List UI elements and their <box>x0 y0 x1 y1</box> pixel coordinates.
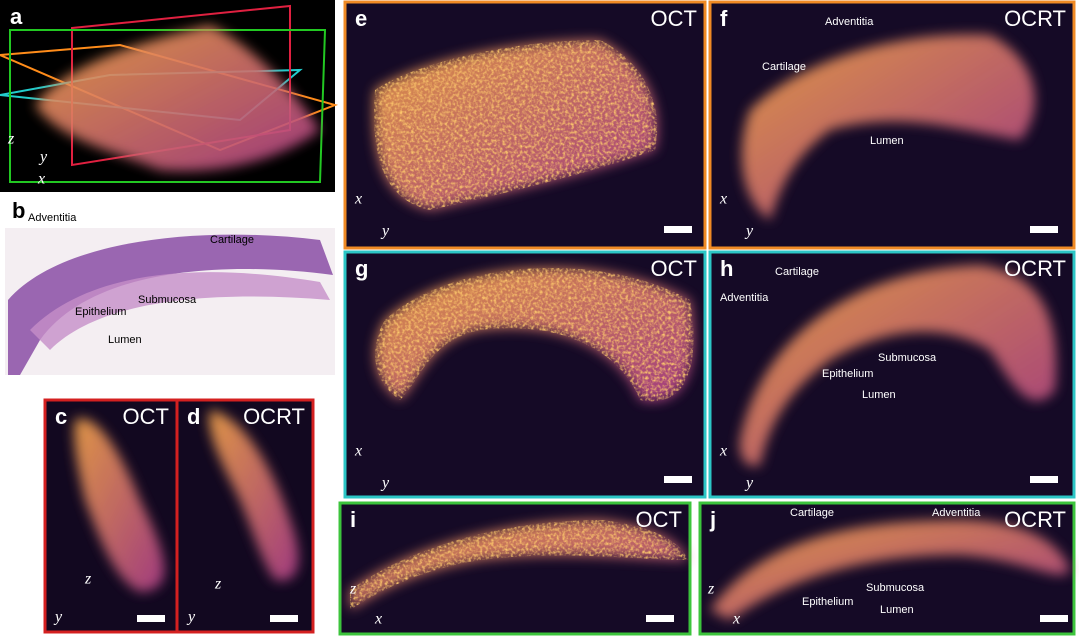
panel: h OCRT Cartilage Adventitia Submucosa Epithel… <box>708 250 1076 499</box>
panel: f OCRT Adventitia Cartilage Lumen xy <box>708 0 1076 250</box>
modality-label: OCRT <box>243 404 305 429</box>
annotation: Epithelium <box>822 368 873 380</box>
axis-label: x <box>374 611 382 628</box>
panel-letter: j <box>709 507 716 532</box>
annotation: Submucosa <box>866 582 925 594</box>
annotation: Adventitia <box>28 212 77 224</box>
scale-bar <box>646 615 674 622</box>
scale-bar <box>664 226 692 233</box>
tissue-inner <box>30 272 330 350</box>
panel-image <box>175 398 315 634</box>
annotation: Cartilage <box>775 266 819 278</box>
panel-letter: e <box>355 6 367 31</box>
axis-label: x <box>37 171 45 188</box>
axis-label: x <box>354 191 362 208</box>
tissue-ring <box>8 234 333 375</box>
modality-label: OCT <box>123 404 169 429</box>
axis-label: x <box>719 191 727 208</box>
axis-label: y <box>380 223 390 240</box>
axis-label: z <box>7 131 15 148</box>
axis-label: x <box>354 443 362 460</box>
panel-image <box>43 398 179 634</box>
axis-label: y <box>53 609 63 626</box>
annotation: Submucosa <box>138 294 197 306</box>
annotation: Submucosa <box>878 352 937 364</box>
annotation: Cartilage <box>790 507 834 519</box>
annotation: Adventitia <box>720 292 769 304</box>
axis-label: y <box>744 475 754 492</box>
annotation: Lumen <box>108 334 142 346</box>
panel-letter: c <box>55 404 67 429</box>
axis-label: z <box>707 581 715 598</box>
panel: b Adventitia Cartilage Submucosa Epithelium L… <box>5 198 335 375</box>
panel: e OCT x y <box>343 0 707 250</box>
annotation: Lumen <box>870 135 904 147</box>
panel: i OCT zx <box>338 501 692 636</box>
modality-label: OCT <box>651 256 697 281</box>
modality-label: OCRT <box>1004 256 1066 281</box>
panel-letter: h <box>720 256 733 281</box>
annotation: Epithelium <box>802 596 853 608</box>
scale-bar <box>270 615 298 622</box>
annotation: Cartilage <box>762 61 806 73</box>
panel: a z yx <box>0 0 339 192</box>
annotation: Adventitia <box>932 507 981 519</box>
panel-letter: f <box>720 6 728 31</box>
scale-bar <box>1030 476 1058 483</box>
scale-bar <box>1040 615 1068 622</box>
axis-label: y <box>380 475 390 492</box>
panel-letter: a <box>10 4 23 29</box>
panel-letter: g <box>355 256 368 281</box>
tissue-speckle <box>374 40 658 210</box>
panel: d OCRT z y <box>175 398 315 634</box>
modality-label: OCT <box>651 6 697 31</box>
panel-letter: d <box>187 404 200 429</box>
tissue <box>710 520 1070 620</box>
annotation: Epithelium <box>75 306 126 318</box>
tissue-speckle <box>375 267 694 402</box>
scale-bar <box>664 476 692 483</box>
slice-plane <box>9 29 327 183</box>
panel: g OCT x y <box>343 250 707 499</box>
scale-bar <box>137 615 165 622</box>
modality-label: OCRT <box>1004 507 1066 532</box>
axis-label: x <box>719 443 727 460</box>
axis-label: z <box>349 581 357 598</box>
panel-letter: i <box>350 507 356 532</box>
annotation: Lumen <box>880 604 914 616</box>
tissue-speckle <box>350 520 688 610</box>
panel: j OCRT Cartilage Adventitia Submucosa Epithel… <box>698 501 1076 636</box>
axis-label: x <box>732 611 740 628</box>
axis-label: y <box>38 149 48 166</box>
tissue <box>741 34 1035 221</box>
annotation: Adventitia <box>825 16 874 28</box>
tissue <box>739 265 1057 466</box>
tissue <box>209 410 299 581</box>
tissue <box>35 25 320 171</box>
axis-label: y <box>744 223 754 240</box>
axis-label: z <box>84 571 92 588</box>
tissue <box>74 418 165 592</box>
annotation: Cartilage <box>210 234 254 246</box>
modality-label: OCRT <box>1004 6 1066 31</box>
axis-label: y <box>186 609 196 626</box>
scale-bar <box>1030 226 1058 233</box>
modality-label: OCT <box>636 507 682 532</box>
panel: c OCT z y <box>43 398 179 634</box>
panel-letter: b <box>12 198 25 223</box>
annotation: Lumen <box>862 389 896 401</box>
axis-label: z <box>214 576 222 593</box>
